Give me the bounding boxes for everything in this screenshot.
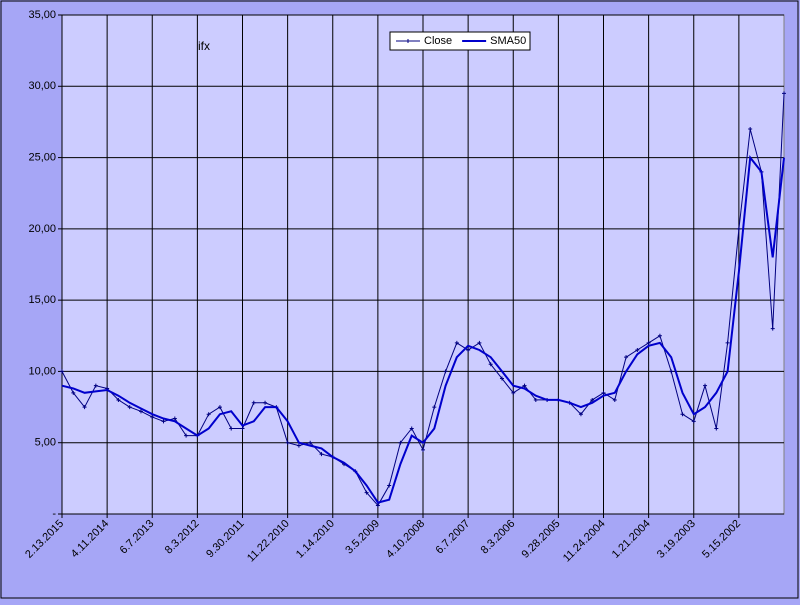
- series-line: [61, 155, 785, 504]
- point-marker: [680, 412, 685, 417]
- point-marker: [409, 426, 414, 431]
- y-tick-label: 15,00: [28, 294, 56, 306]
- point-marker: [725, 340, 730, 345]
- y-tick-label: 5,00: [35, 437, 56, 449]
- point-marker: [488, 362, 493, 367]
- point-marker: [217, 405, 222, 410]
- point-marker: [533, 397, 538, 402]
- point-marker: [421, 447, 425, 452]
- point-marker: [669, 369, 674, 374]
- point-marker: [443, 369, 448, 374]
- point-marker: [398, 440, 403, 445]
- legend: Close SMA50: [389, 31, 531, 51]
- point-marker: [229, 426, 234, 431]
- point-marker: [319, 452, 324, 457]
- y-tick-label: 10,00: [28, 365, 56, 377]
- y-tick-label: 25,00: [28, 151, 56, 163]
- point-marker: [714, 426, 719, 431]
- point-marker: [161, 419, 166, 424]
- point-marker: [691, 419, 696, 424]
- point-marker: [375, 503, 380, 508]
- point-marker: [263, 400, 268, 405]
- point-marker: [172, 416, 177, 421]
- point-marker: [499, 376, 504, 381]
- point-marker: [748, 127, 753, 132]
- point-marker: [657, 333, 662, 338]
- point-marker: [387, 483, 392, 488]
- legend-box: [389, 31, 531, 51]
- point-marker: [71, 390, 76, 395]
- point-marker: [432, 405, 437, 410]
- point-marker: [601, 390, 606, 395]
- point-marker: [454, 340, 459, 345]
- point-marker: [296, 443, 301, 448]
- legend-label: Close: [424, 35, 452, 47]
- point-marker: [82, 405, 87, 410]
- point-marker: [308, 440, 313, 445]
- point-marker: [477, 340, 482, 345]
- point-marker: [127, 405, 132, 410]
- y-tick-label: 35,00: [28, 9, 56, 21]
- chart-title: ifx: [198, 39, 210, 53]
- point-marker: [240, 426, 245, 431]
- point-marker: [624, 355, 629, 360]
- point-marker: [703, 383, 708, 388]
- point-marker: [578, 412, 583, 417]
- legend-label: SMA50: [490, 35, 526, 47]
- point-marker: [635, 348, 640, 353]
- point-marker: [590, 397, 595, 402]
- point-marker: [646, 340, 651, 345]
- point-marker: [522, 383, 527, 388]
- point-marker: [511, 390, 516, 395]
- point-marker: [150, 415, 155, 420]
- y-tick-label: -: [52, 508, 56, 520]
- y-tick-label: 30,00: [28, 80, 56, 92]
- point-marker: [782, 91, 786, 96]
- legend-marker: [406, 39, 410, 43]
- point-marker: [364, 490, 369, 495]
- point-marker: [93, 383, 98, 388]
- point-marker: [251, 400, 256, 405]
- point-marker: [285, 440, 290, 445]
- point-marker: [60, 369, 64, 374]
- point-marker: [138, 409, 143, 414]
- point-marker: [770, 326, 775, 331]
- point-marker: [206, 412, 211, 417]
- point-marker: [184, 433, 189, 438]
- point-marker: [612, 397, 617, 402]
- point-marker: [466, 348, 471, 353]
- point-marker: [736, 226, 741, 231]
- point-marker: [116, 397, 121, 402]
- y-tick-label: 20,00: [28, 223, 56, 235]
